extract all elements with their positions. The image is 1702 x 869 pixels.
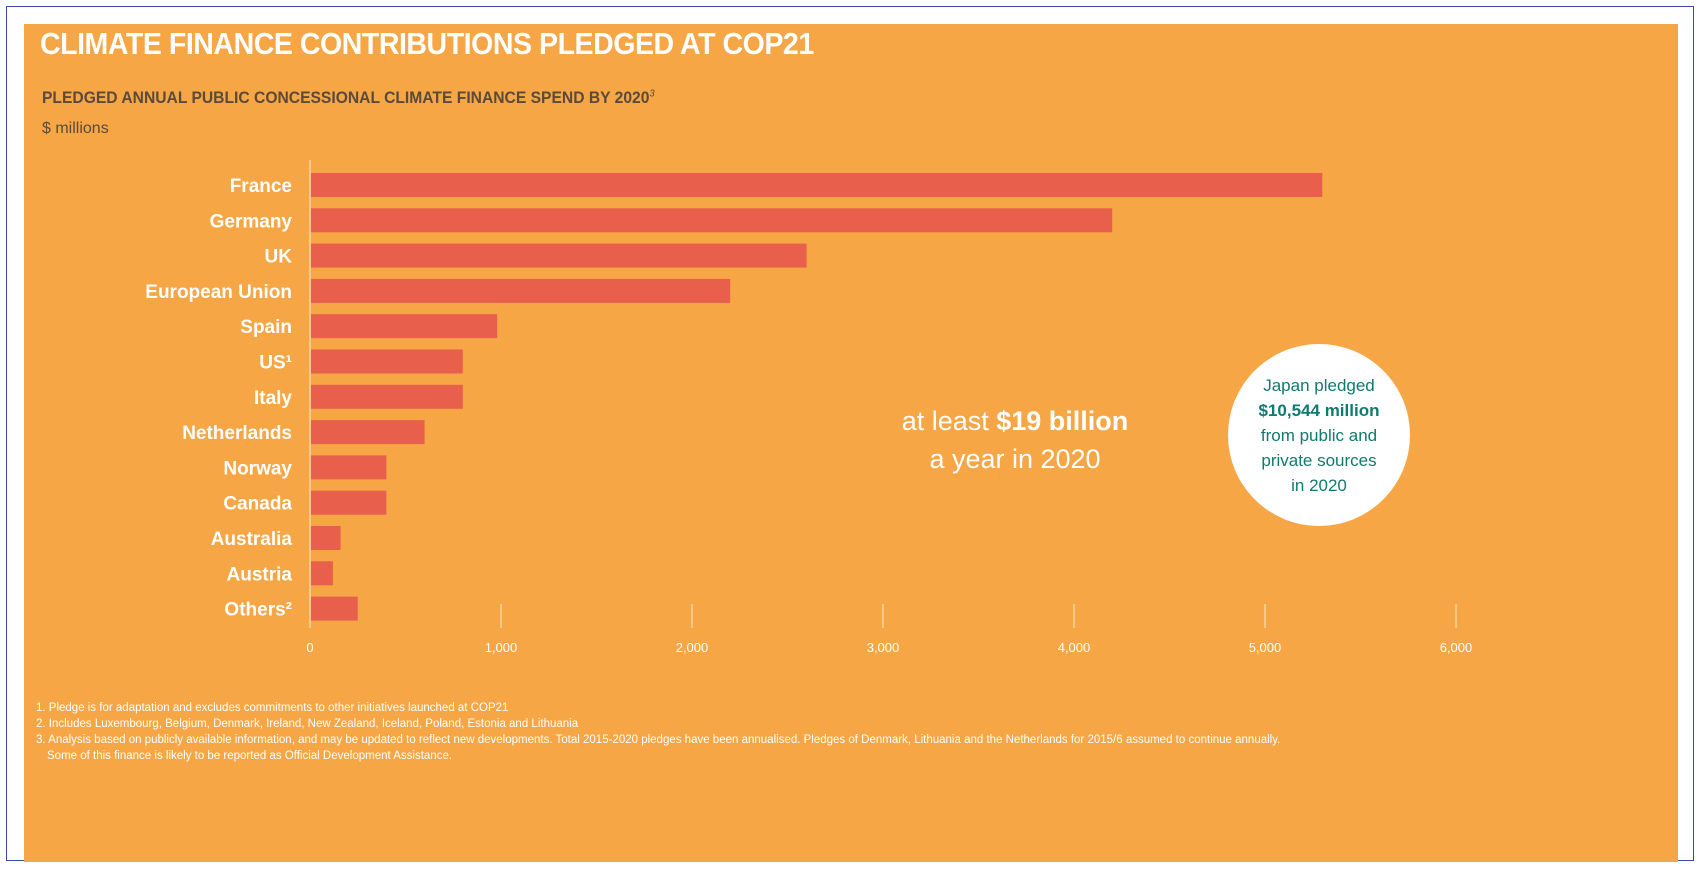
category-label: Others²: [224, 600, 292, 621]
subtitle-footnote-mark: 3: [649, 88, 655, 100]
x-tick-label: 2,000: [676, 640, 709, 655]
bubble-line1: Japan pledged: [1263, 375, 1375, 395]
bubble-line5: in 2020: [1291, 475, 1347, 495]
category-label: Germany: [210, 211, 293, 232]
footnotes: 1. Pledge is for adaptation and excludes…: [36, 700, 1596, 764]
japan-bubble: Japan pledged $10,544 million from publi…: [1228, 344, 1410, 526]
x-tick-label: 4,000: [1058, 640, 1091, 655]
category-label: Norway: [223, 458, 292, 479]
category-label: Netherlands: [182, 423, 292, 444]
bar-3: [311, 243, 807, 268]
chart-subtitle: PLEDGED ANNUAL PUBLIC CONCESSIONAL CLIMA…: [42, 88, 655, 108]
x-tick-label: 5,000: [1249, 640, 1282, 655]
category-label: France: [230, 176, 292, 197]
bar-12: [311, 561, 333, 586]
bubble-line3: from public and: [1260, 425, 1378, 445]
x-tick-label: 1,000: [485, 640, 518, 655]
bar-9: [311, 455, 387, 480]
callout-line2: a year in 2020: [929, 444, 1101, 474]
bar-10: [311, 490, 387, 515]
x-tick-label: 6,000: [1440, 640, 1473, 655]
category-label: European Union: [145, 282, 292, 303]
category-label: Italy: [254, 388, 292, 409]
bar-7: [311, 384, 463, 409]
footnote-2: 2. Includes Luxembourg, Belgium, Denmark…: [36, 718, 579, 730]
x-tick-label: 3,000: [867, 640, 900, 655]
subtitle-text: PLEDGED ANNUAL PUBLIC CONCESSIONAL CLIMA…: [42, 88, 650, 107]
category-label: US¹: [259, 353, 292, 374]
x-tick-label: 0: [306, 640, 313, 655]
bar-8: [311, 420, 425, 445]
units-label: $ millions: [42, 120, 109, 137]
category-label: UK: [265, 247, 293, 268]
callout-amount: $19 billion: [996, 406, 1129, 436]
footnote-1: 1. Pledge is for adaptation and excludes…: [36, 702, 509, 714]
callout-prefix: at least: [901, 406, 997, 436]
footnote-3: 3. Analysis based on publicly available …: [36, 734, 1281, 746]
bubble-amount: $10,544 million: [1258, 400, 1380, 420]
category-label: Australia: [211, 529, 293, 550]
category-label: Austria: [227, 564, 293, 585]
chart-title: CLIMATE FINANCE CONTRIBUTIONS PLEDGED AT…: [40, 26, 814, 61]
bar-5: [311, 314, 498, 339]
bar-6: [311, 349, 463, 374]
category-label: Spain: [240, 317, 292, 338]
bar-2: [311, 208, 1113, 233]
bar-4: [311, 278, 731, 303]
bar-11: [311, 526, 341, 550]
bubble-line4: private sources: [1261, 450, 1377, 470]
footnote-3-continued: Some of this finance is likely to be rep…: [47, 750, 453, 762]
bar-1: [311, 173, 1323, 197]
bar-13: [311, 596, 358, 621]
total-callout: at least $19 billion a year in 2020: [875, 402, 1155, 478]
category-label: Canada: [223, 494, 292, 515]
